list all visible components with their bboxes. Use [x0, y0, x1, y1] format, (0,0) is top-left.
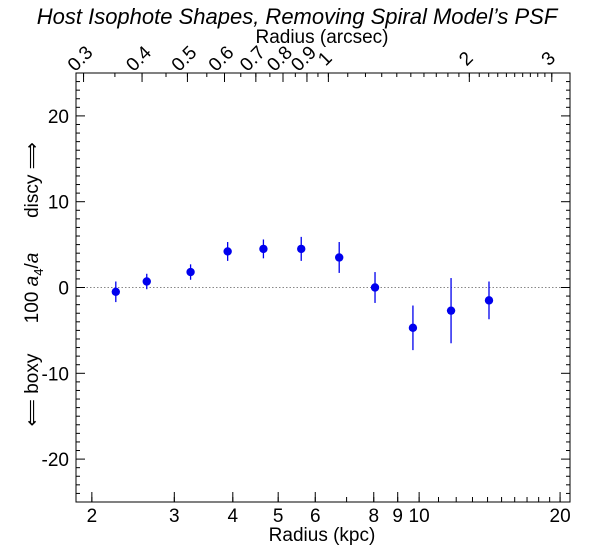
top-tick-label: 0.5 [168, 42, 202, 76]
x-tick-label: 4 [228, 506, 239, 527]
y-tick-label: 0 [58, 279, 69, 300]
x-tick-label: 8 [368, 506, 379, 527]
y-axis-label-group: 100 a4/a [22, 253, 46, 324]
chart-title: Host Isophote Shapes, Removing Spiral Mo… [37, 4, 559, 29]
data-point [142, 277, 151, 286]
y-tick-label: 10 [48, 193, 69, 214]
x-tick-label: 2 [87, 506, 98, 527]
x-tick-label: 9 [392, 506, 403, 527]
data-point [370, 283, 380, 292]
x-tick-label: 3 [169, 506, 180, 527]
top-axis-label: Radius (arcsec) [255, 27, 388, 48]
top-tick-label: 0.6 [205, 42, 239, 76]
top-tick-label: 3 [538, 48, 560, 70]
y-tick-label: -10 [42, 364, 69, 385]
boxy-label: ⟸ boxy [22, 353, 43, 426]
data-point [111, 287, 121, 296]
top-tick-label: 0.3 [64, 42, 98, 76]
discy-label: discy ⟹ [22, 142, 43, 218]
y-tick-label: 20 [48, 107, 69, 128]
top-tick-label: 1 [314, 48, 336, 70]
x-axis-label: Radius (kpc) [269, 525, 376, 546]
x-tick-label: 10 [409, 506, 430, 527]
data-point [186, 267, 195, 277]
data-point [259, 244, 268, 254]
top-tick-label: 2 [455, 48, 477, 70]
y-tick-label: -20 [42, 450, 69, 471]
data-point [446, 306, 456, 315]
y-axis-label: 100 a4/a [22, 253, 46, 324]
x-tick-label: 5 [273, 506, 284, 527]
data-point [297, 244, 306, 254]
data-point [484, 296, 494, 305]
top-tick-label: 0.4 [122, 42, 156, 76]
data-point [408, 323, 418, 333]
data-point [223, 247, 232, 256]
data-point [335, 253, 344, 262]
x-tick-label: 20 [550, 506, 571, 527]
data-layer [111, 236, 494, 351]
x-tick-label: 6 [310, 506, 321, 527]
